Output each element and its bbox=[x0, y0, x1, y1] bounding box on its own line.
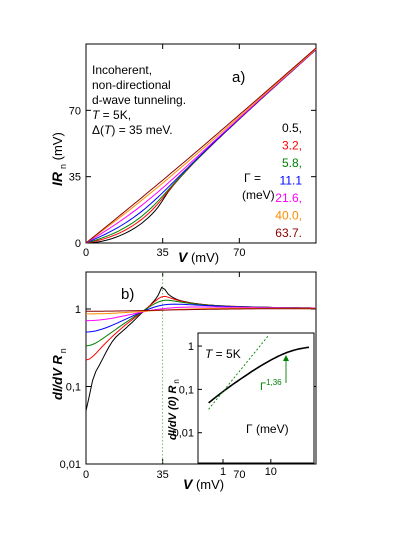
panel-a-annotation-line-3: d-wave tunneling. bbox=[92, 93, 186, 107]
panel-b-y-axis-label: dI/dV R n bbox=[50, 348, 68, 400]
inset-fit-label: Γ1,36 bbox=[260, 378, 282, 393]
x-label-unit: (mV) bbox=[187, 250, 219, 265]
b-y-label-subscript: n bbox=[58, 348, 68, 353]
a-ytick-label: 0 bbox=[75, 238, 81, 250]
legend-entry: 0.5, bbox=[282, 121, 302, 135]
a-ytick-label: 70 bbox=[69, 105, 81, 117]
inset-chart: 1 10 1 0,1 0,01 T = 5K Γ (meV) Γ1,36 dI/dV (… bbox=[167, 332, 315, 478]
a-curve-63.7 bbox=[85, 47, 317, 244]
panel-b-curves bbox=[85, 286, 316, 411]
panel-b-x-axis-label: V (mV) bbox=[183, 476, 224, 492]
legend-gamma-unit: (meV) bbox=[242, 188, 275, 202]
inset-temperature-symbol: T bbox=[205, 347, 214, 361]
inset-plot-area bbox=[197, 332, 315, 464]
legend-entry: 21.6, bbox=[275, 191, 302, 205]
b-xtick-label: 35 bbox=[157, 469, 169, 481]
b-xtick-label: 0 bbox=[83, 469, 89, 481]
i-xtick-label: 10 bbox=[265, 466, 277, 478]
panel-a-tick-labels: 0 35 70 0 35 70 bbox=[69, 105, 246, 259]
gap-suffix: ) = 35 meV. bbox=[111, 123, 172, 137]
gap-prefix: Δ( bbox=[92, 123, 104, 137]
panel-a-annotation-line-1: Incoherent, bbox=[92, 63, 152, 77]
i-xtick-label: 1 bbox=[220, 466, 226, 478]
a-curve-40 bbox=[85, 48, 317, 244]
panel-a-x-axis-label: V (mV) bbox=[178, 249, 219, 265]
legend-entry: 11.1 bbox=[280, 174, 303, 188]
inset-y-axis-label: dI/dV (0) R n bbox=[167, 379, 181, 440]
legend-entry: 63.7. bbox=[275, 226, 302, 240]
b-ytick-label: 0,01 bbox=[60, 459, 81, 471]
inset-ticks bbox=[198, 345, 272, 463]
i-ytick-label: 0,01 bbox=[173, 428, 194, 440]
inset-y-label-text: dI/dV (0) R bbox=[167, 386, 179, 440]
temperature-symbol: T bbox=[92, 108, 101, 122]
inset-tick-labels: 1 10 1 0,1 0,01 bbox=[173, 341, 277, 478]
legend-entry: 40.0, bbox=[275, 209, 302, 223]
panel-a-legend: 0.5, 3.2, 5.8, 11.1 21.6, 40.0, 63.7. bbox=[275, 121, 302, 240]
a-curve-21.6 bbox=[85, 49, 317, 244]
y-label-subscript: n bbox=[58, 164, 68, 169]
temperature-value: = 5K, bbox=[99, 108, 131, 122]
b-ytick-label: 1 bbox=[75, 304, 81, 316]
panel-b-tick-labels: 0 35 70 1 0,1 0,01 bbox=[60, 304, 246, 481]
a-xtick-label: 70 bbox=[233, 247, 245, 259]
panel-a-curves bbox=[85, 47, 317, 244]
panel-a-annotation-temperature: T = 5K, bbox=[92, 108, 131, 122]
legend-gamma-label: Γ = bbox=[244, 171, 261, 185]
a-xtick-label: 35 bbox=[157, 247, 169, 259]
fit-label-exponent: 1,36 bbox=[266, 378, 282, 387]
panel-a: 0 35 70 0 35 70 a) Incoherent, non-directiona… bbox=[49, 43, 317, 265]
panel-a-label: a) bbox=[232, 69, 245, 86]
inset-fit-arrowhead bbox=[283, 355, 289, 361]
fit-label-base: Γ bbox=[260, 381, 266, 393]
a-ytick-label: 35 bbox=[69, 172, 81, 184]
panel-b: 0 35 70 1 0,1 0,01 b) dI/dV R n V (mV) 1 10 1 0,1… bbox=[50, 271, 317, 492]
i-ytick-label: 1 bbox=[188, 341, 194, 353]
inset-x-axis-label: Γ (meV) bbox=[246, 422, 289, 436]
b-x-label-symbol: V bbox=[183, 476, 194, 492]
b-y-label-text: dI/dV R bbox=[50, 355, 65, 400]
gap-symbol: T bbox=[104, 123, 113, 137]
inset-y-label-subscript: n bbox=[172, 379, 181, 383]
legend-entry: 3.2, bbox=[282, 139, 302, 153]
panel-b-plot-area bbox=[85, 271, 317, 465]
inset-temperature: T = 5K bbox=[205, 347, 241, 361]
legend-entry: 5.8, bbox=[282, 156, 302, 170]
y-label-symbol: IR bbox=[49, 171, 65, 186]
panel-a-annotation-gap: Δ(T) = 35 meV. bbox=[92, 123, 173, 137]
i-ytick-label: 0,1 bbox=[179, 384, 194, 396]
b-x-label-unit: (mV) bbox=[192, 477, 224, 492]
inset-temperature-value: = 5K bbox=[212, 347, 240, 361]
panel-b-label: b) bbox=[121, 286, 134, 303]
a-xtick-label: 0 bbox=[83, 247, 89, 259]
b-xtick-label: 70 bbox=[233, 469, 245, 481]
panel-a-plot-area bbox=[85, 43, 317, 244]
panel-a-annotation-line-2: non-directional bbox=[92, 78, 171, 92]
b-ytick-label: 0,1 bbox=[66, 381, 81, 393]
panel-a-ticks bbox=[85, 44, 316, 244]
panel-a-y-axis-label: IR n (mV) bbox=[49, 132, 68, 186]
y-label-unit: (mV) bbox=[50, 132, 65, 164]
x-label-symbol: V bbox=[178, 249, 189, 265]
inset-curve bbox=[208, 346, 310, 404]
inset-curves bbox=[208, 335, 310, 410]
b-curve-63.7 bbox=[86, 308, 316, 312]
